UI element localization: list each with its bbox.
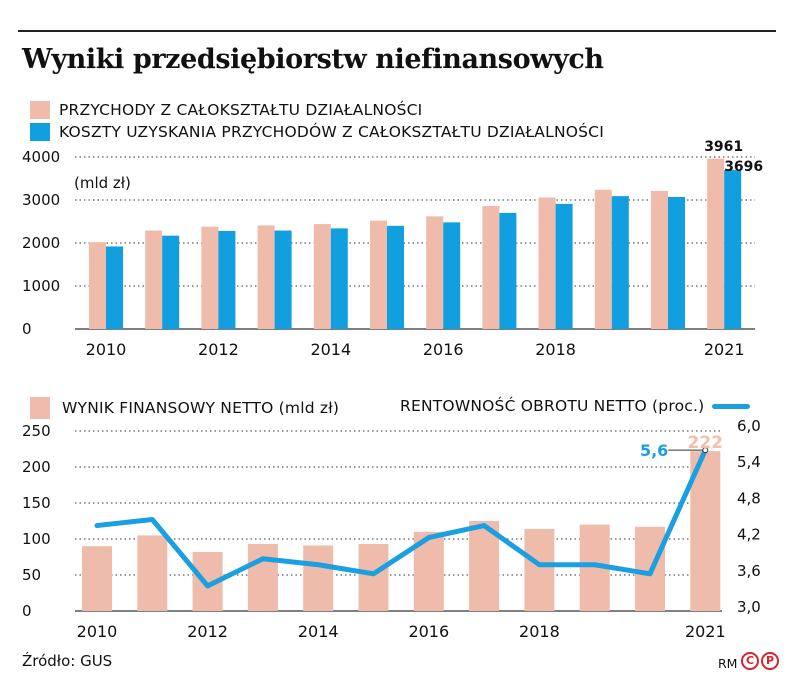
top-y-tick-label: 0 — [22, 320, 32, 338]
revenue-bar — [201, 226, 219, 329]
top-y-tick-label: 2000 — [22, 234, 60, 252]
top-x-tick-label: 2014 — [310, 340, 351, 359]
bottom-y-left-tick-label: 100 — [22, 530, 51, 548]
revenue-bar — [257, 225, 275, 329]
legend-costs-label: KOSZTY UZYSKANIA PRZYCHODÓW Z CAŁOKSZTAŁ… — [59, 123, 604, 141]
bottom-x-tick-label: 2018 — [519, 622, 560, 641]
costs-bar — [218, 230, 236, 329]
costs-bar — [668, 196, 685, 329]
costs-bar — [162, 235, 180, 329]
logo-c: C — [741, 652, 759, 670]
top-x-tick-label: 2010 — [86, 340, 127, 359]
top-rule — [18, 30, 776, 32]
net-result-bar — [82, 546, 112, 611]
legend-net-result-swatch — [30, 397, 50, 419]
revenue-bar — [707, 158, 725, 329]
net-result-bar — [469, 521, 500, 611]
bottom-y-right-tick-label: 3,6 — [737, 562, 761, 580]
bottom-y-left-tick-label: 250 — [22, 422, 51, 440]
bottom-y-left-tick-label: 50 — [22, 566, 41, 584]
top-x-tick-label: 2012 — [198, 340, 239, 359]
top-unit-label: (mld zł) — [74, 174, 131, 192]
bottom-x-tick-label: 2012 — [187, 622, 228, 641]
costs-bar — [274, 230, 292, 329]
margin-line — [94, 447, 708, 589]
revenue-bar — [145, 230, 163, 329]
revenue-bar — [594, 189, 612, 329]
costs-bar — [555, 203, 573, 329]
net-result-2021-label: 222 — [688, 433, 724, 453]
costs-bar — [106, 246, 123, 329]
legend-margin-swatch — [712, 403, 751, 409]
bottom-y-left-tick-label: 150 — [22, 494, 51, 512]
top-y-tick-label: 1000 — [22, 277, 60, 295]
top-x-tick-label: 2021 — [704, 340, 745, 359]
revenue-bar — [651, 190, 668, 329]
top-y-tick-label: 4000 — [22, 148, 60, 166]
costs-bar — [443, 222, 461, 329]
revenue-bar — [370, 220, 387, 329]
top-x-tick-label: 2016 — [423, 340, 464, 359]
costs-bar — [499, 212, 517, 329]
bottom-x-tick-label: 2016 — [408, 622, 449, 641]
logo-p: P — [761, 652, 779, 670]
revenue-bar — [426, 216, 444, 329]
chart-title: Wyniki przedsiębiorstw niefinansowych — [22, 44, 604, 75]
bottom-y-right-tick-label: 5,4 — [737, 453, 761, 471]
net-result-bar — [524, 528, 555, 611]
bottom-y-right-tick-label: 4,2 — [737, 526, 761, 544]
legend-margin: RENTOWNOŚĆ OBROTU NETTO (proc.) — [400, 397, 751, 415]
margin-2021-point — [702, 447, 709, 454]
bottom-y-right-tick-label: 4,8 — [737, 489, 761, 507]
costs-bar — [330, 228, 348, 329]
legend-revenue-swatch — [30, 101, 50, 119]
legend-revenue: PRZYCHODY Z CAŁOKSZTAŁTU DZIAŁALNOŚCI — [30, 101, 422, 119]
revenue-2021-label: 3961 — [704, 139, 743, 155]
bottom-y-left-tick-label: 200 — [22, 458, 51, 476]
publisher-logo: C P — [741, 652, 779, 670]
bottom-x-tick-label: 2021 — [685, 622, 726, 641]
bottom-x-tick-label: 2010 — [77, 622, 118, 641]
costs-2021-label: 3696 — [724, 159, 763, 175]
source-note: Źródło: GUS — [22, 652, 113, 670]
author-initials: RM — [718, 656, 738, 671]
costs-bar — [611, 196, 629, 329]
costs-bar — [387, 225, 404, 329]
revenue-bar — [482, 206, 500, 329]
legend-costs-swatch — [30, 123, 50, 141]
net-result-bar — [303, 545, 334, 611]
revenue-bar — [313, 224, 331, 329]
legend-margin-label: RENTOWNOŚĆ OBROTU NETTO (proc.) — [400, 397, 705, 415]
top-y-tick-label: 3000 — [22, 191, 60, 209]
legend-net-result: WYNIK FINANSOWY NETTO (mld zł) — [30, 397, 339, 419]
bottom-y-right-tick-label: 6,0 — [737, 417, 761, 435]
top-x-tick-label: 2018 — [535, 340, 576, 359]
revenue-bar — [538, 197, 556, 329]
revenue-bar — [89, 242, 106, 329]
bottom-y-right-tick-label: 3,0 — [737, 598, 761, 616]
net-result-bar — [358, 544, 389, 611]
costs-bar — [724, 170, 742, 329]
margin-2021-label: 5,6 — [640, 441, 668, 460]
net-result-bar — [137, 535, 168, 611]
legend-revenue-label: PRZYCHODY Z CAŁOKSZTAŁTU DZIAŁALNOŚCI — [59, 101, 423, 119]
legend-costs: KOSZTY UZYSKANIA PRZYCHODÓW Z CAŁOKSZTAŁ… — [30, 123, 604, 141]
net-result-bar — [247, 544, 278, 611]
legend-net-result-label: WYNIK FINANSOWY NETTO (mld zł) — [62, 399, 340, 417]
bottom-x-tick-label: 2014 — [298, 622, 339, 641]
bottom-y-left-tick-label: 0 — [22, 602, 32, 620]
